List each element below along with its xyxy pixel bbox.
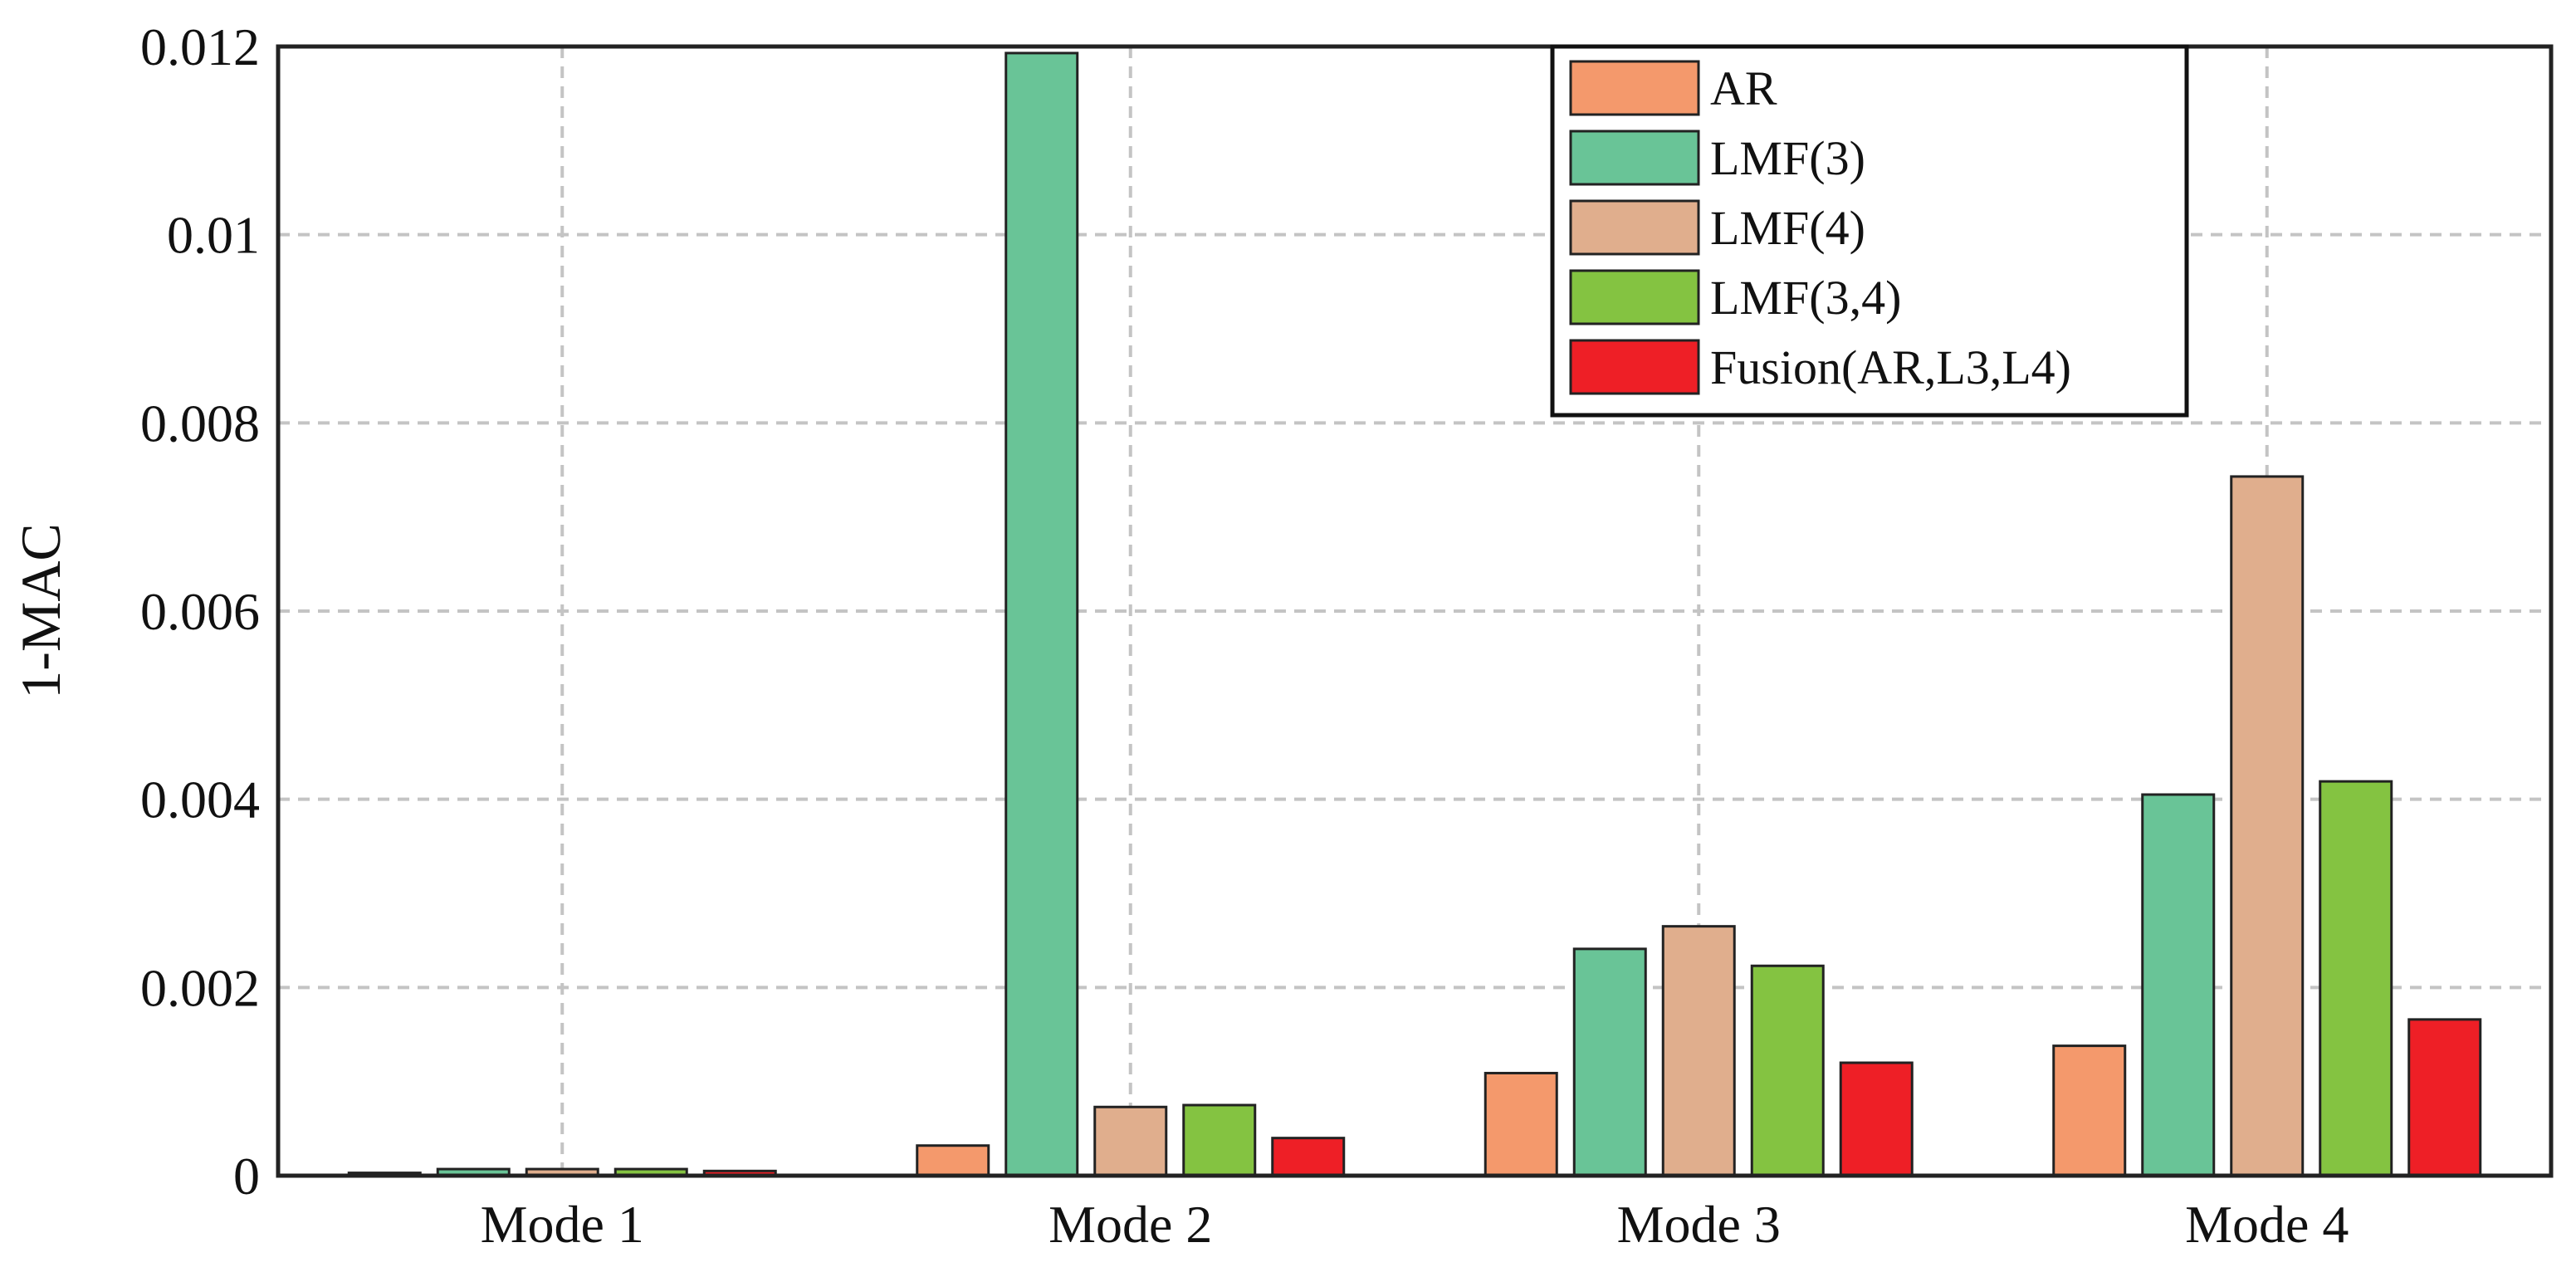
legend-label: Fusion(AR,L3,L4) <box>1710 340 2071 394</box>
bar-lmf-4-2 <box>1093 1105 1168 1177</box>
y-tick-label: 0.004 <box>140 770 260 829</box>
bar-lmf-4-4 <box>2230 475 2305 1177</box>
y-tick-labels: 0 0.002 0.004 0.006 0.008 0.01 0.012 <box>140 17 260 1206</box>
y-tick-label: 0 <box>233 1147 260 1206</box>
x-tick-label: Mode 4 <box>2185 1195 2349 1254</box>
legend: AR LMF(3) LMF(4) LMF(3,4) Fusion(AR,L3,L4) <box>1550 44 2189 418</box>
y-tick-label: 0.012 <box>140 17 260 76</box>
legend-label: LMF(3) <box>1710 131 1865 185</box>
x-tick-labels: Mode 1 Mode 2 Mode 3 Mode 4 <box>481 1195 2349 1254</box>
x-tick-label: Mode 3 <box>1617 1195 1781 1254</box>
y-tick-label: 0.008 <box>140 394 260 452</box>
legend-swatch <box>1569 339 1700 395</box>
axes-frame <box>276 44 2554 1178</box>
legend-label: LMF(4) <box>1710 201 1865 255</box>
y-axis-label: 1-MAC <box>9 523 72 699</box>
legend-label: AR <box>1710 61 1777 115</box>
bar-ar-2 <box>916 1144 990 1177</box>
y-tick-label: 0.01 <box>167 206 260 265</box>
x-tick-label: Mode 2 <box>1048 1195 1212 1254</box>
bar-lmf-3-3 <box>1572 947 1647 1177</box>
legend-swatch <box>1569 60 1700 116</box>
legend-swatch <box>1569 199 1700 256</box>
bar-lmf-3-4-2 <box>1182 1103 1257 1177</box>
y-tick-label: 0.006 <box>140 582 260 641</box>
bar-ar-4 <box>2052 1044 2127 1177</box>
legend-swatch <box>1569 269 1700 325</box>
y-tick-label: 0.002 <box>140 958 260 1017</box>
bar-fusion-ar-l3-l4-4 <box>2407 1018 2482 1177</box>
bar-fusion-ar-l3-l4-2 <box>1271 1137 1346 1177</box>
bar-lmf-3-2 <box>1004 51 1079 1177</box>
legend-label: LMF(3,4) <box>1710 271 1901 325</box>
bar-lmf-4-3 <box>1661 925 1736 1177</box>
bar-lmf-3-4-3 <box>1750 964 1825 1177</box>
bars <box>347 51 2482 1177</box>
bar-lmf-3-4-4 <box>2319 780 2393 1177</box>
bar-fusion-ar-l3-l4-3 <box>1839 1061 1914 1177</box>
x-tick-label: Mode 1 <box>481 1195 644 1254</box>
bar-ar-3 <box>1484 1071 1558 1177</box>
bar-lmf-3-4 <box>2141 793 2216 1177</box>
legend-swatch <box>1569 130 1700 186</box>
